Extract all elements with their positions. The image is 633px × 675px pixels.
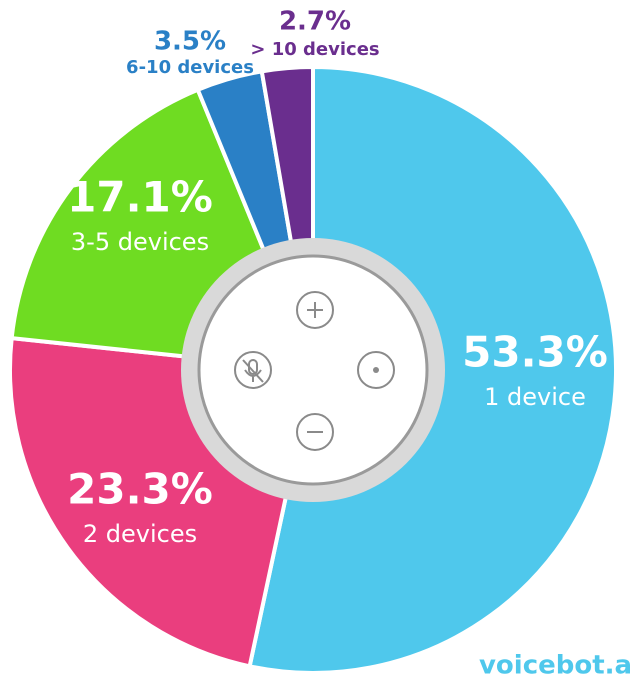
value-label: 23.3% <box>67 465 213 514</box>
category-label: > 10 devices <box>250 39 379 60</box>
value-label: 3.5% <box>154 27 226 57</box>
donut <box>8 64 618 675</box>
category-label: 2 devices <box>83 520 197 548</box>
device-icons <box>242 302 323 433</box>
device-top <box>197 254 429 486</box>
category-label: 3-5 devices <box>71 228 209 256</box>
category-label: 6-10 devices <box>126 57 254 78</box>
category-label: 1 device <box>484 383 586 411</box>
value-label: 17.1% <box>67 173 213 222</box>
watermark: voicebot.ai <box>479 651 633 675</box>
value-label: 2.7% <box>279 7 351 37</box>
value-label: 53.3% <box>462 328 608 377</box>
device-dot <box>373 367 379 373</box>
device-buttons <box>234 291 395 451</box>
